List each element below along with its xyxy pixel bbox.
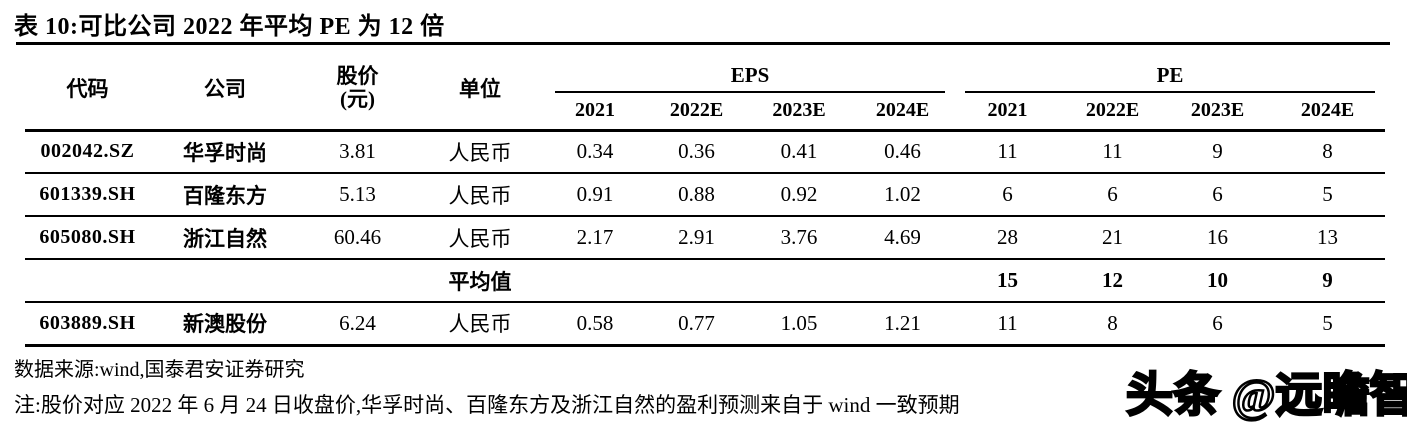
pe-group-label: PE: [965, 63, 1376, 93]
col-group-eps: EPS: [545, 47, 955, 93]
pe-cell: 11: [955, 302, 1061, 347]
pe-cell: 13: [1270, 216, 1386, 260]
eps-cell: 1.02: [850, 173, 956, 217]
code-cell: 601339.SH: [25, 173, 150, 217]
eps-cell: 0.88: [645, 173, 748, 217]
pe-year-header: 2022E: [1060, 93, 1166, 132]
eps-cell: 0.91: [545, 173, 645, 217]
eps-cell: 1.21: [850, 302, 956, 347]
pe-cell: 28: [955, 216, 1061, 260]
table-row: 605080.SH 浙江自然 60.46 人民币 2.17 2.91 3.76 …: [25, 216, 1386, 260]
price-cell: 5.13: [300, 173, 415, 217]
price-cell: 6.24: [300, 302, 415, 347]
price-cell: 3.81: [300, 130, 415, 174]
col-header-unit: 单位: [415, 47, 545, 132]
eps-cell: 0.41: [748, 130, 850, 174]
unit-cell: 人民币: [415, 302, 545, 347]
unit-cell: 人民币: [415, 173, 545, 217]
note-text: 注:股价对应 2022 年 6 月 24 日收盘价,华孚时尚、百隆东方及浙江自然…: [14, 393, 960, 417]
unit-cell: 人民币: [415, 216, 545, 260]
pe-cell: 9: [1165, 130, 1271, 174]
eps-cell: 0.34: [545, 130, 645, 174]
pe-cell: 8: [1270, 130, 1386, 174]
pe-cell: 6: [1165, 302, 1271, 347]
eps-cell: 1.05: [748, 302, 850, 347]
eps-cell: 4.69: [850, 216, 956, 260]
col-header-code: 代码: [25, 47, 150, 132]
table-row: 002042.SZ 华孚时尚 3.81 人民币 0.34 0.36 0.41 0…: [25, 130, 1386, 174]
pe-cell: 6: [955, 173, 1061, 217]
table-row: 603889.SH 新澳股份 6.24 人民币 0.58 0.77 1.05 1…: [25, 302, 1386, 347]
eps-cell: [645, 259, 748, 303]
eps-year-header: 2023E: [748, 93, 850, 132]
data-source-text: 数据来源:wind,国泰君安证券研究: [14, 359, 305, 381]
pe-year-header: 2024E: [1270, 93, 1386, 132]
pe-cell: 5: [1270, 302, 1386, 347]
average-label: 平均值: [415, 259, 545, 303]
pe-cell: 11: [955, 130, 1061, 174]
eps-cell: 0.92: [748, 173, 850, 217]
pe-cell: 16: [1165, 216, 1271, 260]
pe-year-header: 2023E: [1165, 93, 1271, 132]
eps-cell: 0.46: [850, 130, 956, 174]
watermark-logo: 头条 @远瞻智库: [1125, 369, 1407, 424]
col-group-pe: PE: [955, 47, 1385, 93]
price-cell: [300, 259, 415, 303]
pe-cell: 6: [1060, 173, 1166, 217]
col-header-company: 公司: [150, 47, 300, 132]
eps-cell: 2.17: [545, 216, 645, 260]
average-pe-cell: 9: [1270, 259, 1386, 303]
pe-cell: 8: [1060, 302, 1166, 347]
code-cell: 603889.SH: [25, 302, 150, 347]
title-rule: [16, 42, 1390, 45]
col-header-price: 股价 (元): [300, 47, 415, 132]
price-cell: 60.46: [300, 216, 415, 260]
table-title: 表 10:可比公司 2022 年平均 PE 为 12 倍: [14, 14, 445, 40]
eps-cell: [850, 259, 956, 303]
eps-cell: 0.36: [645, 130, 748, 174]
eps-group-label: EPS: [555, 63, 946, 93]
eps-cell: 2.91: [645, 216, 748, 260]
average-row: 平均值 15 12 10 9: [25, 259, 1386, 303]
company-cell: 华孚时尚: [150, 130, 300, 174]
company-cell: 浙江自然: [150, 216, 300, 260]
pe-cell: 5: [1270, 173, 1386, 217]
price-label-line1: 股价: [336, 63, 379, 88]
code-cell: 605080.SH: [25, 216, 150, 260]
average-pe-cell: 12: [1060, 259, 1166, 303]
eps-cell: 0.77: [645, 302, 748, 347]
eps-year-header: 2024E: [850, 93, 956, 132]
average-pe-cell: 15: [955, 259, 1061, 303]
eps-cell: 0.58: [545, 302, 645, 347]
pe-year-header: 2021: [955, 93, 1061, 132]
comparable-companies-table: 代码 公司 股价 (元) 单位 EPS PE 2021 2022E 2023E …: [25, 47, 1386, 347]
code-cell: 002042.SZ: [25, 130, 150, 174]
eps-cell: [748, 259, 850, 303]
pe-cell: 21: [1060, 216, 1166, 260]
code-cell: [25, 259, 150, 303]
pe-cell: 11: [1060, 130, 1166, 174]
price-label-line2: (元): [340, 86, 375, 111]
eps-year-header: 2022E: [645, 93, 748, 132]
eps-cell: 3.76: [748, 216, 850, 260]
pe-cell: 6: [1165, 173, 1271, 217]
average-pe-cell: 10: [1165, 259, 1271, 303]
company-cell: 百隆东方: [150, 173, 300, 217]
table-row: 601339.SH 百隆东方 5.13 人民币 0.91 0.88 0.92 1…: [25, 173, 1386, 217]
company-cell: 新澳股份: [150, 302, 300, 347]
eps-cell: [545, 259, 645, 303]
unit-cell: 人民币: [415, 130, 545, 174]
company-cell: [150, 259, 300, 303]
eps-year-header: 2021: [545, 93, 645, 132]
